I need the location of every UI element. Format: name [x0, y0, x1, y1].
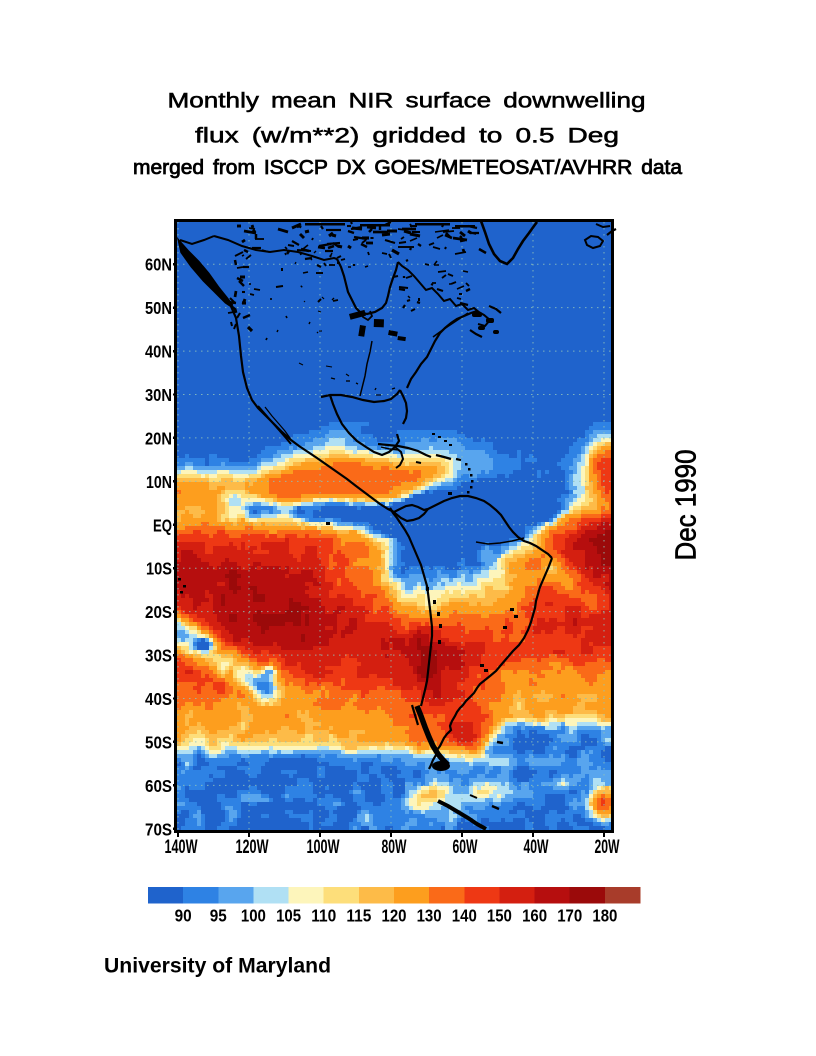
svg-text:120W: 120W [236, 837, 269, 858]
svg-text:40S: 40S [145, 689, 172, 709]
svg-text:90: 90 [175, 906, 192, 926]
svg-text:80W: 80W [382, 837, 407, 858]
svg-text:115: 115 [346, 906, 371, 926]
svg-text:60W: 60W [453, 837, 478, 858]
svg-text:95: 95 [210, 906, 227, 926]
svg-text:University of Maryland: University of Maryland [104, 954, 331, 978]
svg-text:60N: 60N [145, 255, 172, 275]
svg-text:40N: 40N [145, 342, 172, 362]
svg-text:40W: 40W [524, 837, 549, 858]
svg-text:flux (w/m**2) gridded to 0.5 D: flux (w/m**2) gridded to 0.5 Deg [195, 124, 619, 148]
svg-text:130: 130 [417, 906, 442, 926]
svg-text:120: 120 [382, 906, 407, 926]
svg-text:EQ: EQ [153, 515, 172, 535]
svg-text:20N: 20N [145, 428, 172, 448]
svg-text:105: 105 [276, 906, 301, 926]
svg-text:Monthly mean NIR surface downw: Monthly mean NIR surface downwelling [168, 89, 646, 113]
svg-text:30N: 30N [145, 385, 172, 405]
svg-text:100W: 100W [307, 837, 340, 858]
svg-text:20S: 20S [145, 602, 172, 622]
svg-text:70S: 70S [145, 819, 172, 839]
svg-text:140: 140 [452, 906, 477, 926]
svg-text:160: 160 [522, 906, 547, 926]
svg-text:180: 180 [592, 906, 617, 926]
svg-text:merged from ISCCP DX GOES/METE: merged from ISCCP DX GOES/METEOSAT/AVHRR… [133, 156, 683, 179]
svg-text:10N: 10N [146, 472, 172, 492]
svg-text:140W: 140W [165, 837, 198, 858]
svg-text:30S: 30S [145, 646, 172, 666]
svg-text:20W: 20W [595, 837, 620, 858]
svg-text:60S: 60S [145, 776, 172, 796]
svg-text:100: 100 [241, 906, 266, 926]
svg-text:Dec 1990: Dec 1990 [671, 450, 703, 561]
svg-text:150: 150 [487, 906, 512, 926]
svg-text:110: 110 [311, 906, 336, 926]
svg-text:50N: 50N [145, 298, 172, 318]
svg-text:10S: 10S [146, 559, 172, 579]
svg-text:170: 170 [557, 906, 582, 926]
svg-text:50S: 50S [145, 732, 172, 752]
